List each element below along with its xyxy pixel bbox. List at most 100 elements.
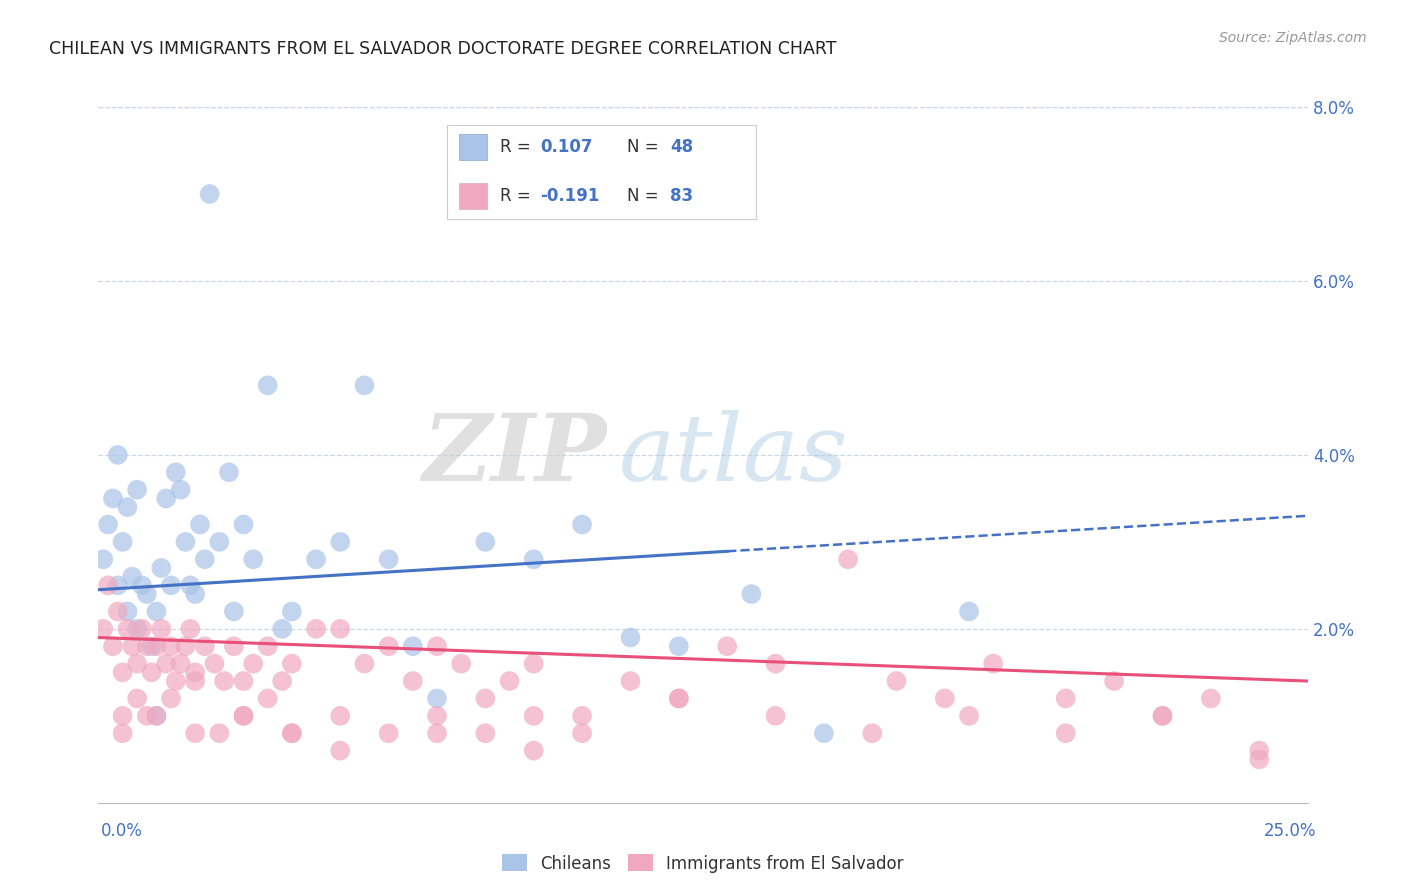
Point [145, 639, 167, 653]
Point [111, 726, 134, 740]
Point [97, 578, 120, 592]
Point [141, 665, 163, 680]
Text: atlas: atlas [619, 410, 848, 500]
Point [232, 674, 254, 689]
Point [377, 726, 399, 740]
Point [107, 578, 129, 592]
Point [101, 491, 124, 506]
Point [329, 708, 352, 723]
Point [131, 622, 153, 636]
Point [121, 639, 143, 653]
Point [107, 605, 129, 619]
Point [135, 708, 157, 723]
Text: N =: N = [627, 138, 664, 156]
Point [281, 605, 304, 619]
Text: CHILEAN VS IMMIGRANTS FROM EL SALVADOR DOCTORATE DEGREE CORRELATION CHART: CHILEAN VS IMMIGRANTS FROM EL SALVADOR D… [49, 40, 837, 58]
Point [145, 708, 167, 723]
Point [232, 708, 254, 723]
Point [571, 517, 593, 532]
Point [91, 552, 114, 566]
Text: 0.0%: 0.0% [101, 822, 143, 840]
Point [329, 535, 352, 549]
Point [1199, 691, 1222, 706]
Point [957, 605, 980, 619]
Point [1102, 674, 1125, 689]
Point [281, 726, 304, 740]
Point [1054, 726, 1077, 740]
Point [107, 448, 129, 462]
Point [188, 517, 211, 532]
Point [474, 691, 496, 706]
Point [184, 674, 207, 689]
Point [1249, 752, 1271, 766]
Point [426, 726, 449, 740]
Point [498, 674, 520, 689]
Point [160, 639, 183, 653]
Point [212, 674, 235, 689]
Point [101, 639, 124, 653]
Point [474, 535, 496, 549]
Point [934, 691, 956, 706]
Point [426, 708, 449, 723]
Point [160, 578, 183, 592]
Point [169, 483, 191, 497]
Point [145, 708, 167, 723]
Point [668, 691, 690, 706]
Point [426, 691, 449, 706]
Point [1152, 708, 1174, 723]
Point [165, 674, 187, 689]
Point [426, 639, 449, 653]
Point [523, 708, 546, 723]
Point [222, 605, 245, 619]
Point [145, 605, 167, 619]
Point [571, 708, 593, 723]
Point [165, 466, 187, 480]
Text: -0.191: -0.191 [540, 187, 599, 205]
Point [305, 622, 328, 636]
Point [619, 674, 641, 689]
Point [523, 657, 546, 671]
Point [402, 639, 425, 653]
Point [155, 657, 177, 671]
Point [150, 561, 173, 575]
Point [716, 639, 738, 653]
Point [131, 578, 153, 592]
Point [204, 657, 226, 671]
Point [957, 708, 980, 723]
Point [837, 552, 859, 566]
Point [619, 631, 641, 645]
Point [571, 726, 593, 740]
Point [668, 691, 690, 706]
Point [135, 587, 157, 601]
Point [174, 535, 197, 549]
Legend: Chileans, Immigrants from El Salvador: Chileans, Immigrants from El Salvador [495, 847, 911, 880]
Point [117, 605, 139, 619]
Point [1152, 708, 1174, 723]
Point [208, 726, 231, 740]
Point [256, 639, 278, 653]
Point [765, 708, 787, 723]
Text: 0.107: 0.107 [540, 138, 592, 156]
Point [174, 639, 197, 653]
Point [242, 657, 264, 671]
Point [1054, 691, 1077, 706]
Point [222, 639, 245, 653]
Point [860, 726, 883, 740]
Point [184, 665, 207, 680]
Point [450, 657, 472, 671]
Point [271, 674, 294, 689]
Text: 83: 83 [669, 187, 693, 205]
Point [117, 500, 139, 514]
Point [127, 483, 149, 497]
Point [127, 691, 149, 706]
Point [523, 552, 546, 566]
Point [97, 517, 120, 532]
Point [184, 587, 207, 601]
Point [256, 691, 278, 706]
Text: R =: R = [499, 138, 536, 156]
Point [121, 570, 143, 584]
Point [155, 491, 177, 506]
Point [232, 708, 254, 723]
Point [886, 674, 908, 689]
Point [160, 691, 183, 706]
